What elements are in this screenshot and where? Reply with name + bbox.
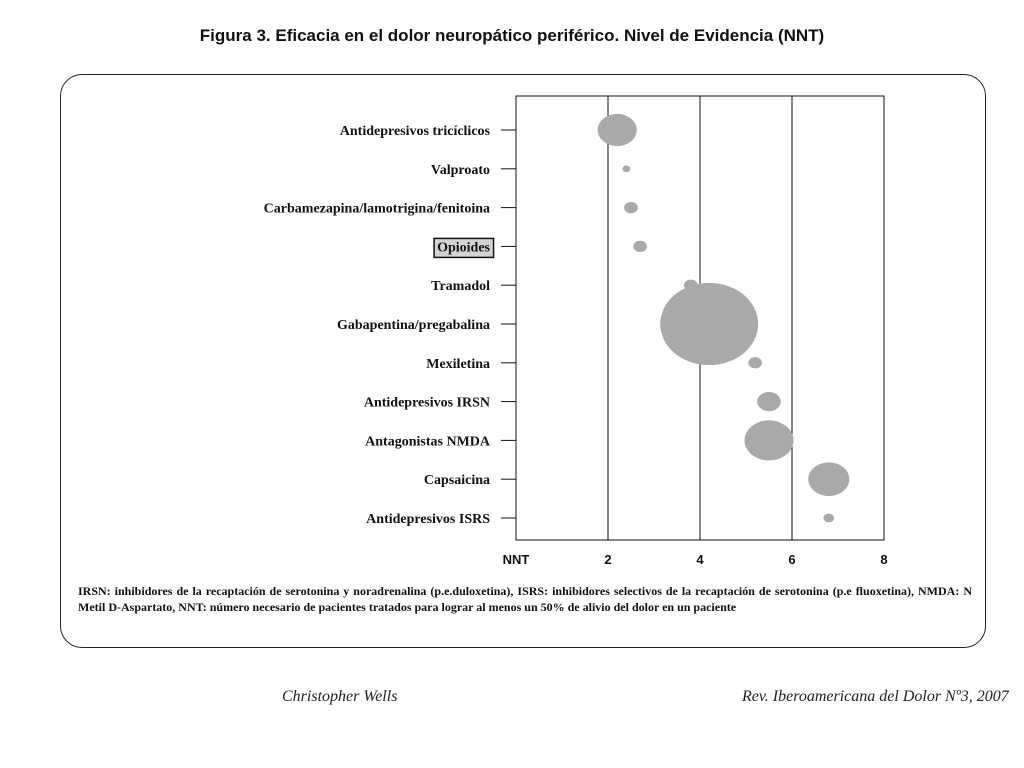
category-label: Tramadol: [431, 279, 490, 294]
category-label: Opioides: [437, 240, 490, 255]
bubble-point: [622, 165, 631, 173]
bubble-point: [660, 282, 759, 366]
point-layer: [597, 113, 850, 523]
footnote: IRSN: inhibidores de la recaptación de s…: [78, 584, 972, 614]
bubble-point: [624, 201, 638, 214]
category-label: Antidepresivos ISRS: [366, 512, 490, 527]
category-label: Gabapentina/pregabalina: [337, 318, 490, 333]
x-tick-label: 6: [788, 552, 795, 567]
highlight-box: [433, 237, 495, 259]
bubble-point: [748, 357, 763, 369]
author-name: Christopher Wells: [282, 688, 398, 705]
bubble-point: [744, 420, 794, 461]
figure-title: Figura 3. Eficacia en el dolor neuropáti…: [199, 26, 825, 45]
grid-layer: [515, 95, 885, 541]
x-tick-label: 2: [604, 552, 611, 567]
axis-layer: NNT 2 4 6 8: [503, 552, 888, 567]
bubble-point: [597, 113, 637, 147]
category-layer: Antidepresivos tricíclicos Valproato Carba…: [264, 124, 516, 527]
bubble-point: [757, 391, 781, 412]
figure-frame: [60, 74, 986, 648]
x-axis-label: NNT: [503, 552, 530, 567]
category-label: Capsaicina: [424, 473, 490, 488]
bubble-point: [808, 462, 850, 497]
journal-citation: Rev. Iberoamericana del Dolor Nº3, 2007: [742, 688, 1009, 705]
category-label: Antidepresivos tricíclicos: [340, 124, 491, 139]
category-label: Valproato: [431, 163, 490, 178]
x-tick-label: 4: [696, 552, 704, 567]
bubble-point: [823, 513, 835, 523]
category-label: Antidepresivos IRSN: [364, 396, 490, 411]
x-tick-label: 8: [880, 552, 887, 567]
category-label: Mexiletina: [426, 357, 490, 372]
category-label: Carbamezapina/lamotrigina/fenitoina: [264, 202, 490, 217]
category-label: Antagonistas NMDA: [365, 434, 491, 449]
bubble-point: [633, 240, 648, 253]
